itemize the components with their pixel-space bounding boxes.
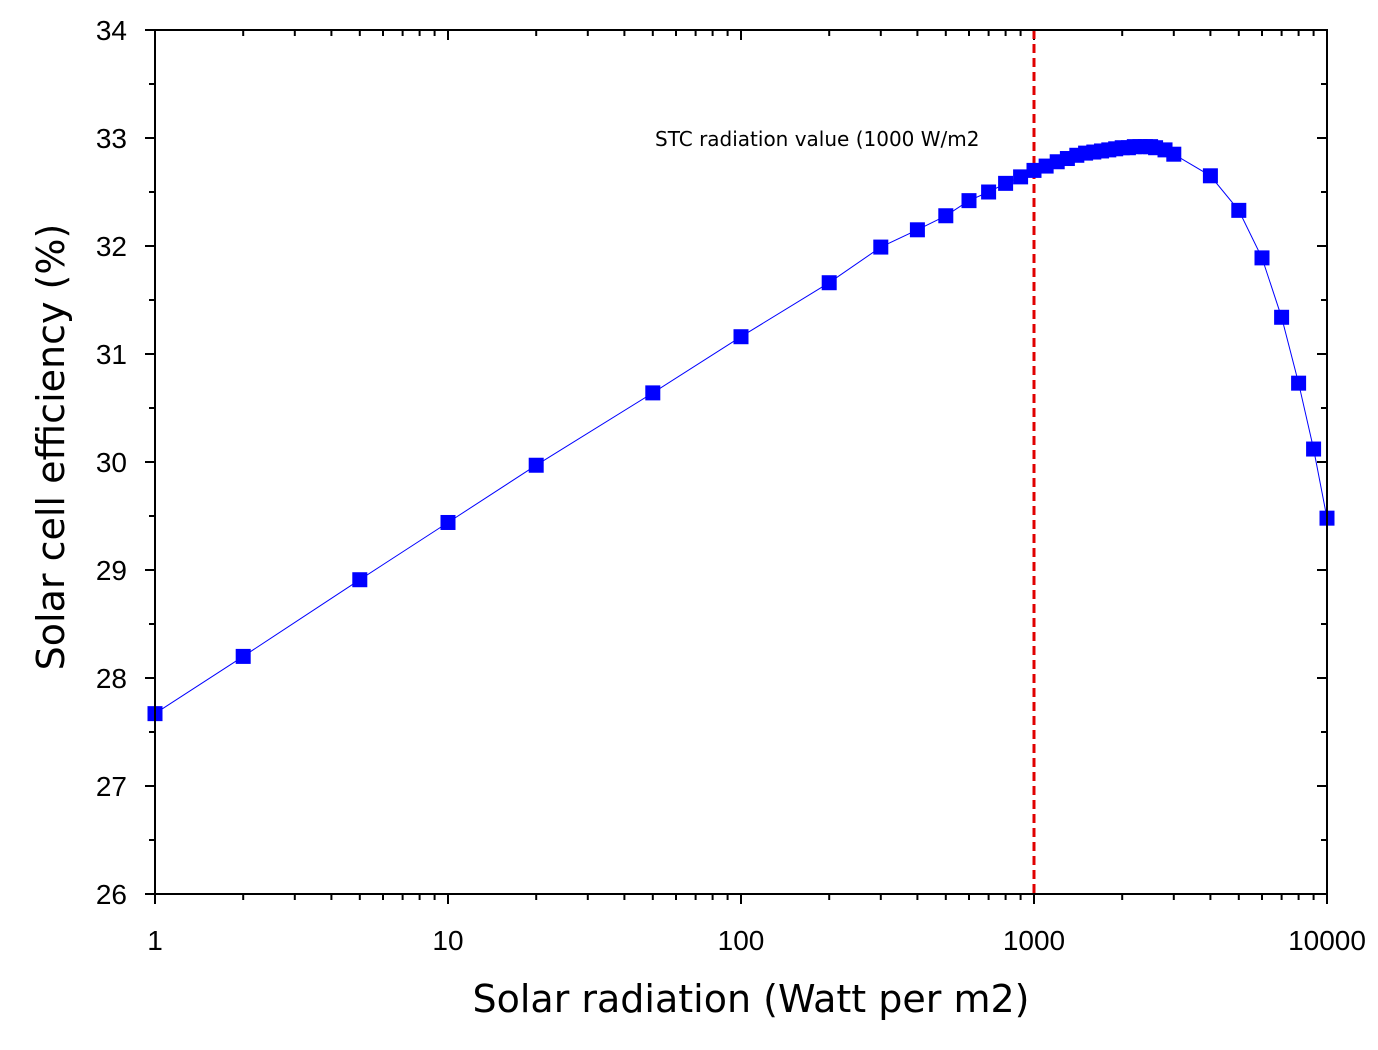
data-point bbox=[235, 648, 251, 664]
x-axis-title: Solar radiation (Watt per m2) bbox=[472, 977, 1029, 1021]
data-point bbox=[1291, 375, 1307, 391]
y-tick-label: 34 bbox=[96, 15, 127, 46]
data-point bbox=[938, 208, 954, 224]
x-tick-label: 1 bbox=[147, 925, 163, 956]
y-tick-label: 28 bbox=[96, 663, 127, 694]
x-tick-label: 10 bbox=[432, 925, 463, 956]
data-point bbox=[998, 175, 1014, 191]
series-line bbox=[154, 146, 1328, 715]
data-point bbox=[1274, 309, 1290, 325]
data-point bbox=[909, 222, 925, 238]
y-tick-label: 33 bbox=[96, 123, 127, 154]
data-point bbox=[1231, 202, 1247, 218]
tick-labels: 1 10 100 1000 10000 26 27 28 29 30 31 32 33 34 bbox=[96, 15, 1366, 956]
y-tick-label: 31 bbox=[96, 339, 127, 370]
data-point bbox=[733, 329, 749, 345]
y-tick-label: 26 bbox=[96, 879, 127, 910]
data-point bbox=[645, 385, 661, 401]
y-tick-label: 29 bbox=[96, 555, 127, 586]
data-point bbox=[1166, 146, 1182, 162]
data-point bbox=[440, 514, 456, 530]
y-axis-title: Solar cell efficiency (%) bbox=[29, 224, 73, 671]
plot-frame bbox=[154, 29, 1328, 895]
data-point bbox=[873, 239, 889, 255]
data-point bbox=[528, 457, 544, 473]
x-tick-label: 10000 bbox=[1288, 925, 1366, 956]
y-tick-label: 32 bbox=[96, 231, 127, 262]
data-point bbox=[1202, 168, 1218, 184]
x-tick-label: 100 bbox=[718, 925, 765, 956]
data-point bbox=[1013, 169, 1029, 185]
stc-annotation: STC radiation value (1000 W/m2 bbox=[655, 127, 979, 151]
data-point bbox=[1254, 250, 1270, 266]
series-group bbox=[147, 139, 1335, 722]
y-tick-label: 27 bbox=[96, 771, 127, 802]
data-point bbox=[821, 275, 837, 291]
data-point bbox=[1026, 162, 1042, 178]
axis-ticks bbox=[145, 29, 1328, 904]
data-point bbox=[1306, 441, 1322, 457]
data-point bbox=[352, 572, 368, 588]
data-point bbox=[961, 193, 977, 209]
x-tick-label: 1000 bbox=[1003, 925, 1065, 956]
data-point bbox=[981, 184, 997, 200]
y-tick-label: 30 bbox=[96, 447, 127, 478]
